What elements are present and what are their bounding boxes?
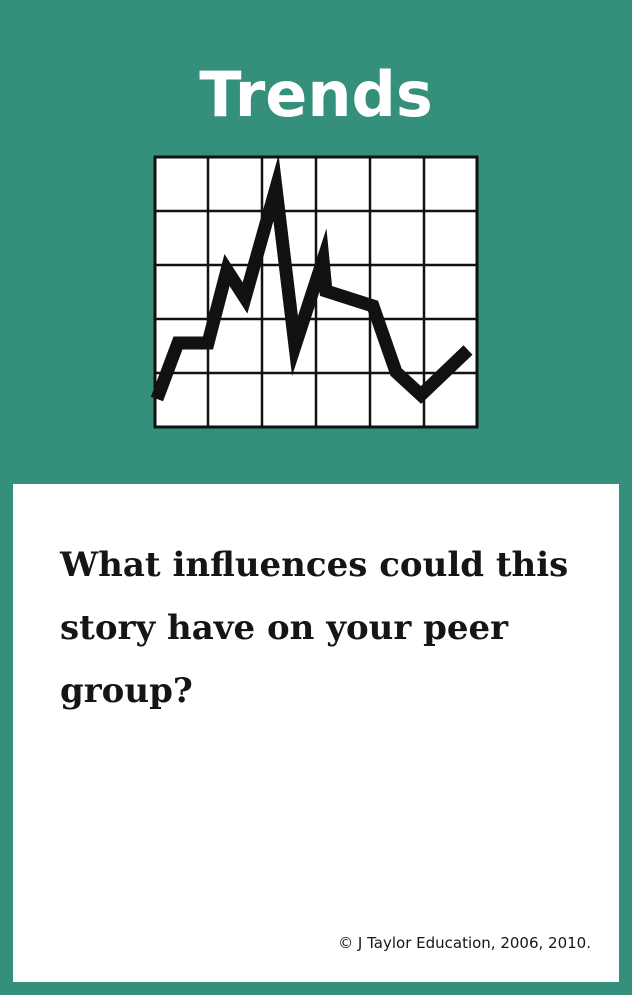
question-text: What influences could this story have on… bbox=[60, 545, 569, 711]
card-title: Trends bbox=[199, 58, 433, 131]
copyright-notice: © J Taylor Education, 2006, 2010. bbox=[338, 934, 591, 952]
line-graph-icon bbox=[150, 154, 479, 429]
question-panel: What influences could this story have on… bbox=[13, 484, 619, 982]
